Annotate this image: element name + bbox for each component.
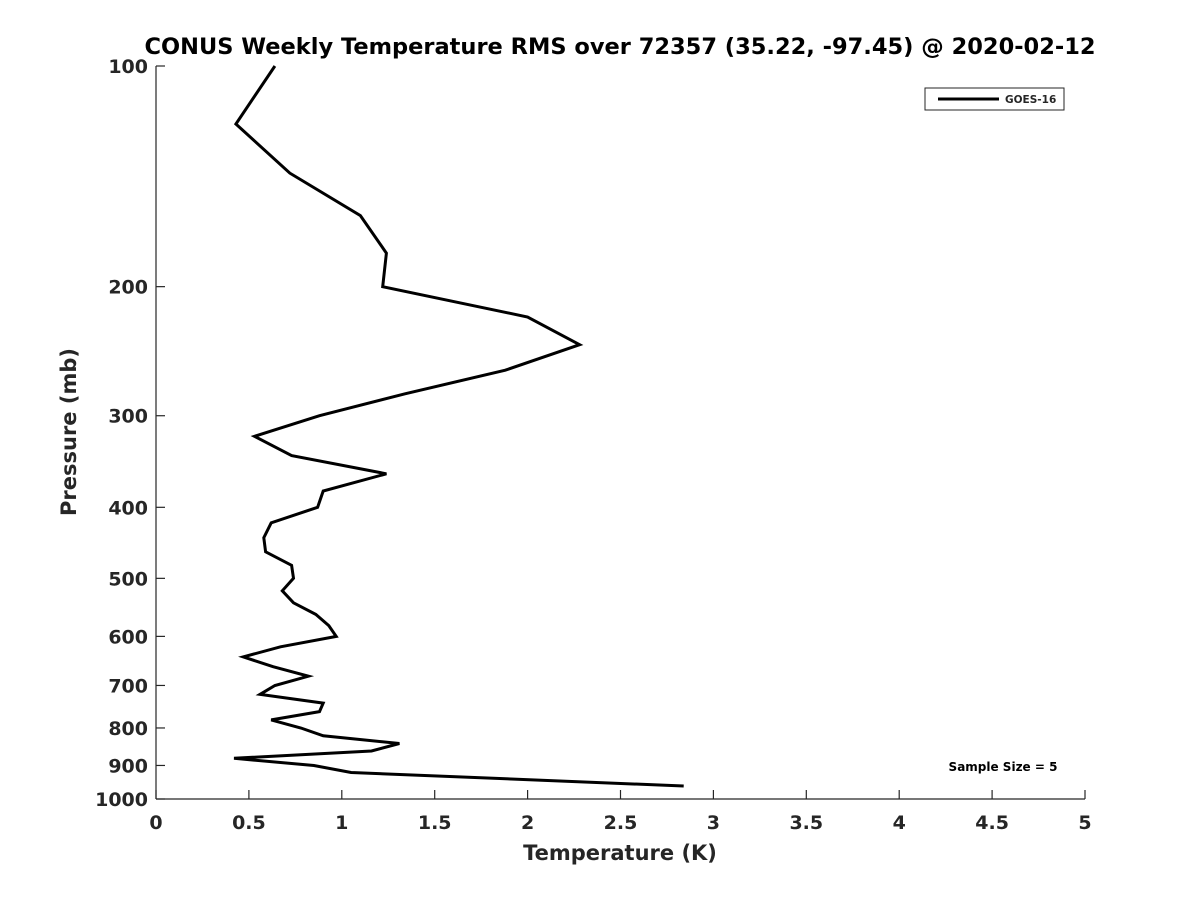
series-line-goes-16 [233,65,684,788]
x-tick-label: 2.5 [604,812,638,834]
x-tick-label: 0 [149,812,162,834]
x-tick-label: 3 [707,812,720,834]
y-tick-label: 400 [108,497,148,519]
x-tick-label: 3.5 [789,812,823,834]
y-tick-label: 700 [108,675,148,697]
y-tick-label: 100 [108,56,148,78]
x-tick-label: 1 [335,812,348,834]
legend: GOES-16 [924,87,1065,111]
x-tick-label: 4 [893,812,906,834]
x-tick-label: 5 [1078,812,1091,834]
x-tick-label: 2 [521,812,534,834]
y-tick-label: 200 [108,277,148,299]
x-axis-label: Temperature (K) [523,841,717,865]
y-axis-label: Pressure (mb) [57,348,81,516]
y-tick-label: 800 [108,718,148,740]
x-tick-label: 4.5 [975,812,1009,834]
y-tick-label: 500 [108,568,148,590]
x-tick-label: 0.5 [232,812,266,834]
legend-label-goes-16: GOES-16 [1005,94,1056,106]
y-tick-label: 1000 [95,789,148,811]
series-group [233,65,684,788]
y-tick-label: 600 [108,626,148,648]
sample-size-annotation: Sample Size = 5 [949,760,1058,774]
axes: 0 0.5 1 1.5 2 2.5 3 3.5 4 4.5 5 100 200 300 400 500 600 7… [95,56,1092,834]
y-tick-label: 300 [108,406,148,428]
x-tick-label: 1.5 [418,812,452,834]
chart-title: CONUS Weekly Temperature RMS over 72357 … [144,34,1095,60]
y-tick-label: 900 [108,755,148,777]
